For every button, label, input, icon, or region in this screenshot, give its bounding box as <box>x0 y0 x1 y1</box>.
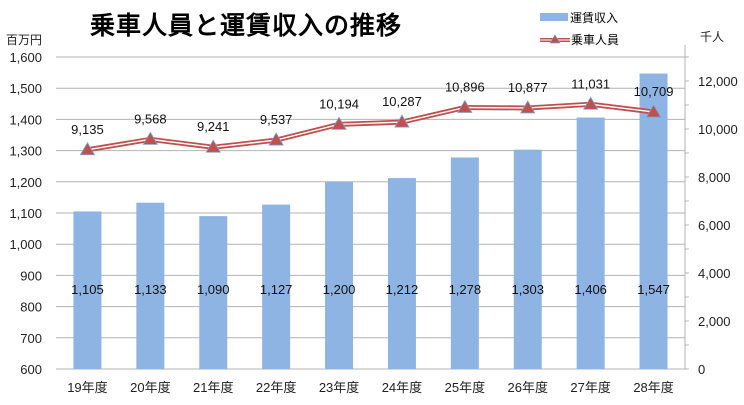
legend-label: 乗車人員 <box>571 32 620 47</box>
line-value-label: 10,896 <box>445 79 485 94</box>
line-value-label: 10,287 <box>382 94 422 109</box>
chart-legend: 運賃収入 乗車人員 <box>540 6 619 50</box>
line-value-label: 9,537 <box>260 112 293 127</box>
x-axis-tick-label: 24年度 <box>382 380 422 395</box>
right-axis-tick-label: 10,000 <box>698 122 738 137</box>
left-axis-tick-label: 1,100 <box>9 206 42 221</box>
right-axis-tick-label: 4,000 <box>698 266 731 281</box>
left-axis-tick-label: 600 <box>20 362 42 377</box>
bar <box>450 157 479 369</box>
left-axis-tick-label: 1,400 <box>9 112 42 127</box>
triangle-marker-icon <box>79 141 96 156</box>
bar-value-label: 1,547 <box>637 282 670 297</box>
right-axis-tick-label: 0 <box>698 362 705 377</box>
right-axis-tick-label: 8,000 <box>698 170 731 185</box>
line-value-label: 9,241 <box>197 119 230 134</box>
bar-series <box>73 73 668 369</box>
triangle-marker-icon <box>520 100 536 114</box>
line-value-label: 11,031 <box>571 76 610 91</box>
bar <box>576 117 605 369</box>
x-axis-tick-label: 21年度 <box>193 380 233 395</box>
triangle-marker-icon <box>457 99 473 113</box>
bar-value-label: 1,090 <box>197 282 230 297</box>
triangle-marker-icon <box>582 96 599 110</box>
right-axis-unit: 千人 <box>700 30 725 44</box>
left-axis-tick-label: 900 <box>20 268 42 283</box>
bar-value-label: 1,212 <box>386 282 419 297</box>
chart-title: 乗車人員と運賃収入の推移 <box>90 11 403 40</box>
left-axis-tick-label: 1,300 <box>9 144 42 159</box>
bar <box>387 178 416 369</box>
data-labels: 1,105 1,133 1,090 1,127 1,200 1,212 1,278 1,303… <box>71 76 673 297</box>
right-axis-tick-label: 12,000 <box>698 74 738 89</box>
line-triangle-swatch-icon <box>540 34 570 44</box>
triangle-marker-icon <box>331 116 347 130</box>
left-axis-unit: 百万円 <box>6 33 43 47</box>
axes: 600 700 800 900 1,000 1,100 1,200 1,300 1,400 1,5… <box>9 45 738 395</box>
bar-value-label: 1,105 <box>71 282 104 297</box>
bar-swatch-icon <box>540 13 568 21</box>
line-value-label: 9,135 <box>71 122 104 137</box>
bar <box>513 149 542 369</box>
bar <box>199 216 228 369</box>
right-axis-tick-label: 6,000 <box>698 218 731 233</box>
left-axis-tick-label: 700 <box>20 331 42 346</box>
legend-item-fare-revenue: 運賃収入 <box>540 6 619 28</box>
x-axis-tick-label: 23年度 <box>319 380 359 395</box>
legend-label: 運賃収入 <box>570 10 619 25</box>
left-axis-tick-label: 1,500 <box>9 81 42 96</box>
left-axis-tick-label: 1,000 <box>9 237 42 252</box>
triangle-marker-icon <box>205 139 221 153</box>
triangle-marker-icon <box>268 132 284 146</box>
x-axis-tick-label: 19年度 <box>67 380 107 395</box>
x-axis-tick-label: 27年度 <box>570 380 610 395</box>
left-axis-tick-label: 1,200 <box>9 175 42 190</box>
bar <box>325 181 354 369</box>
line-value-label: 10,194 <box>319 96 359 111</box>
bar <box>262 204 291 369</box>
bar-value-label: 1,278 <box>449 282 482 297</box>
x-axis-tick-label: 25年度 <box>445 380 485 395</box>
x-axis-tick-label: 26年度 <box>508 380 548 395</box>
x-axis-tick-label: 22年度 <box>256 380 296 395</box>
x-axis-tick-label: 20年度 <box>130 380 170 395</box>
line-series <box>79 96 662 156</box>
line-value-label: 9,568 <box>134 111 167 126</box>
bar-value-label: 1,127 <box>260 282 293 297</box>
triangle-marker-icon <box>645 104 662 118</box>
bar-value-label: 1,133 <box>134 282 167 297</box>
bar <box>639 73 668 369</box>
bar-value-label: 1,303 <box>511 282 544 297</box>
bar-value-label: 1,200 <box>323 282 356 297</box>
x-axis-tick-label: 28年度 <box>633 380 673 395</box>
line-value-label: 10,709 <box>634 84 674 99</box>
bar-value-label: 1,406 <box>574 282 607 297</box>
bar <box>136 202 165 369</box>
legend-item-passengers: 乗車人員 <box>540 28 619 50</box>
triangle-marker-icon <box>142 131 159 145</box>
triangle-marker-icon <box>394 114 410 128</box>
line-value-label: 10,877 <box>508 80 548 95</box>
left-axis-tick-label: 800 <box>20 300 42 315</box>
right-axis-tick-label: 2,000 <box>698 314 731 329</box>
left-axis-tick-label: 1,600 <box>9 50 42 65</box>
bar <box>73 211 102 369</box>
